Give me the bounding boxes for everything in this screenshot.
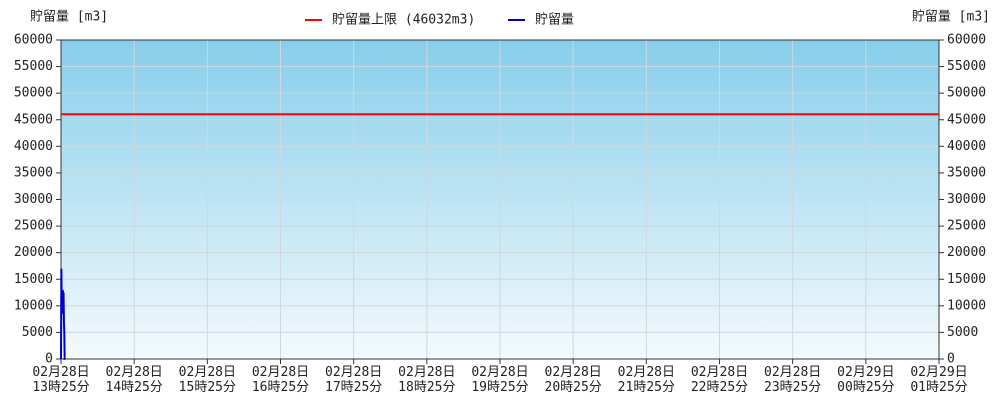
y2-tick-label: 15000	[947, 272, 986, 287]
y-tick-label: 0	[45, 352, 53, 367]
x-tick-label: 02月28日 15時25分	[179, 365, 236, 395]
y2-tick-label: 40000	[947, 139, 986, 154]
y2-tick-label: 5000	[947, 325, 978, 340]
y-tick-label: 55000	[14, 59, 53, 74]
y-tick-label: 10000	[14, 298, 53, 313]
y2-tick-label: 50000	[947, 86, 986, 101]
y-tick-label: 60000	[14, 33, 53, 48]
y2-tick-label: 35000	[947, 165, 986, 180]
y2-tick-label: 30000	[947, 192, 986, 207]
y-tick-label: 25000	[14, 219, 53, 234]
y2-tick-label: 60000	[947, 33, 986, 48]
x-tick-label: 02月28日 19時25分	[471, 365, 528, 395]
y-axis-title: 貯留量 [m3]	[30, 10, 108, 25]
y2-tick-label: 0	[947, 352, 955, 367]
x-tick-label: 02月28日 21時25分	[618, 365, 675, 395]
y-tick-label: 40000	[14, 139, 53, 154]
legend-label: 貯留量上限 (46032m3)	[332, 13, 475, 28]
x-tick-label: 02月28日 18時25分	[398, 365, 455, 395]
y2-tick-label: 10000	[947, 298, 986, 313]
x-tick-label: 02月29日 01時25分	[910, 365, 967, 395]
y2-axis-title: 貯留量 [m3]	[912, 10, 990, 25]
y-tick-label: 20000	[14, 245, 53, 260]
y-tick-label: 15000	[14, 272, 53, 287]
x-tick-label: 02月28日 23時25分	[764, 365, 821, 395]
y-tick-label: 50000	[14, 86, 53, 101]
y-tick-label: 30000	[14, 192, 53, 207]
series-line	[60, 268, 66, 360]
x-tick-label: 02月28日 17時25分	[325, 365, 382, 395]
x-tick-label: 02月28日 16時25分	[252, 365, 309, 395]
x-tick-label: 02月28日 20時25分	[545, 365, 602, 395]
y-tick-label: 35000	[14, 165, 53, 180]
x-tick-label: 02月28日 14時25分	[106, 365, 163, 395]
y2-tick-label: 25000	[947, 219, 986, 234]
x-tick-label: 02月28日 13時25分	[32, 365, 89, 395]
y2-tick-label: 55000	[947, 59, 986, 74]
y-tick-label: 5000	[22, 325, 53, 340]
y-tick-label: 45000	[14, 112, 53, 127]
plot-frame	[60, 39, 940, 360]
legend-label: 貯留量	[535, 13, 574, 28]
y2-tick-label: 45000	[947, 112, 986, 127]
y2-tick-label: 20000	[947, 245, 986, 260]
x-tick-label: 02月28日 22時25分	[691, 365, 748, 395]
x-tick-label: 02月29日 00時25分	[837, 365, 894, 395]
